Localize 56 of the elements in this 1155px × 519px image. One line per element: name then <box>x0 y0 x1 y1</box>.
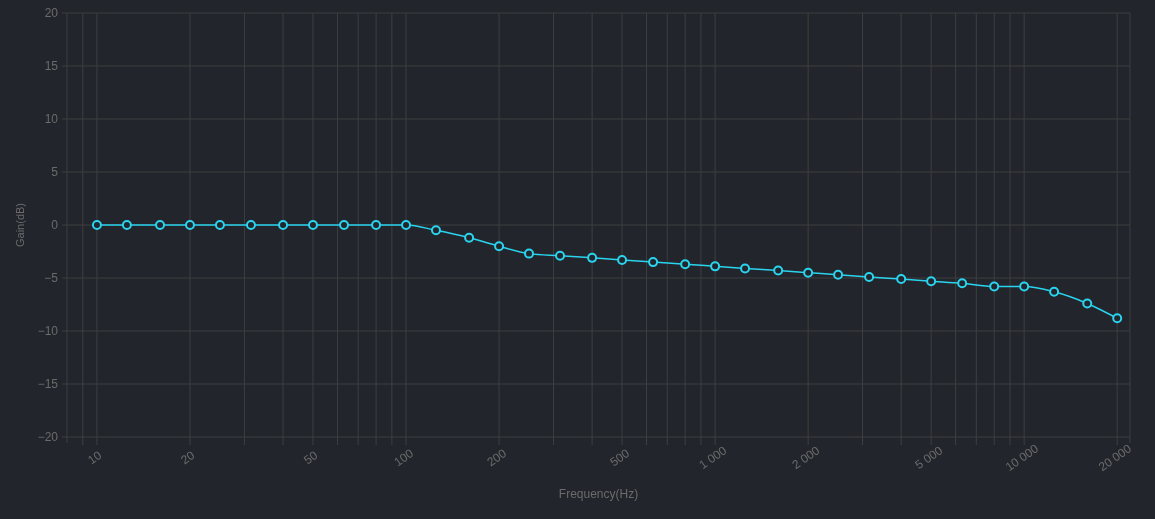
x-tick-label: 20 <box>178 447 198 468</box>
point <box>278 220 289 230</box>
point <box>464 232 475 243</box>
point <box>184 220 195 230</box>
point <box>555 250 566 261</box>
point <box>307 220 318 230</box>
point <box>989 281 1000 292</box>
y-tick-label: −5 <box>44 271 59 286</box>
point <box>617 254 628 265</box>
y-tick-label: 20 <box>44 6 59 21</box>
point <box>1019 281 1030 292</box>
x-tick-label: 500 <box>607 446 633 470</box>
point <box>524 248 535 259</box>
x-tick-label: 5 000 <box>912 443 946 473</box>
point <box>803 267 814 278</box>
point <box>245 220 256 230</box>
x-tick-label: 2 000 <box>789 443 823 473</box>
x-tick-label: 20 000 <box>1095 441 1135 474</box>
point <box>214 220 225 230</box>
y-tick-label: 5 <box>51 165 59 180</box>
y-tick-label: 15 <box>44 59 59 74</box>
x-axis-title: Frequency(Hz) <box>558 487 639 501</box>
y-tick-label: −20 <box>37 430 59 445</box>
x-tick-label: 1 000 <box>696 443 730 473</box>
y-tick-label: 0 <box>51 218 59 233</box>
point <box>1112 313 1123 324</box>
point <box>121 220 132 230</box>
point <box>1049 286 1060 297</box>
point <box>339 220 350 230</box>
y-tick-label: 10 <box>44 112 59 127</box>
x-tick-label: 10 000 <box>1002 441 1042 474</box>
point <box>740 263 751 274</box>
y-tick-label: −10 <box>37 324 59 339</box>
point <box>864 271 875 282</box>
point <box>710 261 721 272</box>
point <box>680 259 691 270</box>
point <box>91 220 102 230</box>
x-tick-label: 10 <box>85 447 105 468</box>
y-tick-label: −15 <box>37 377 59 392</box>
point <box>494 241 505 252</box>
x-tick-label: 100 <box>391 446 417 470</box>
point <box>648 257 659 268</box>
x-tick-label: 200 <box>484 446 510 470</box>
point <box>833 269 844 280</box>
x-tick-label: 50 <box>301 447 321 468</box>
point <box>957 278 968 289</box>
point <box>896 274 907 285</box>
point <box>401 220 412 230</box>
point <box>371 220 382 230</box>
point <box>430 225 441 236</box>
point <box>926 276 937 287</box>
point <box>1082 298 1093 309</box>
point <box>773 265 784 276</box>
point <box>587 252 598 263</box>
point <box>155 220 166 230</box>
y-axis-title: Gain(dB) <box>14 202 26 248</box>
